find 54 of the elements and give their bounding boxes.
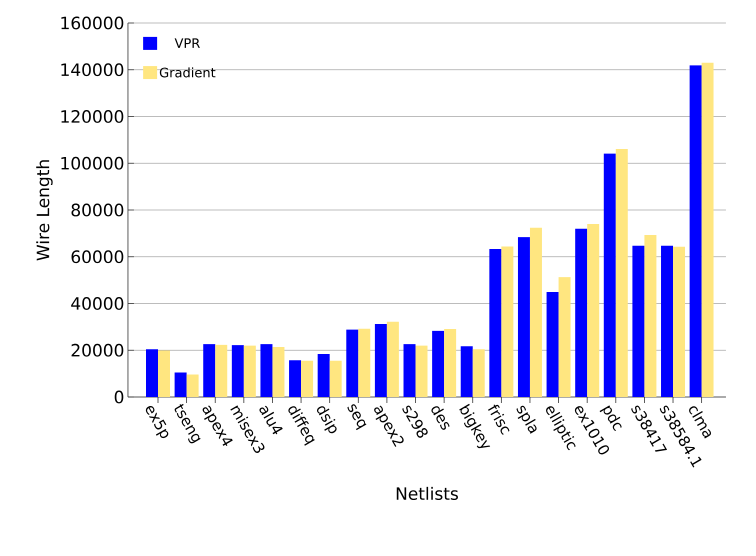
bar (346, 330, 358, 397)
bar (558, 277, 571, 397)
y-tick-label: 160000 (61, 16, 124, 30)
bar (301, 360, 314, 397)
bar (472, 349, 485, 397)
bar (186, 374, 199, 397)
y-tick-label: 60000 (72, 250, 124, 264)
bar (632, 246, 644, 397)
legend-label: Gradient (160, 67, 216, 78)
bar (244, 346, 256, 397)
bar (444, 328, 456, 397)
bar (374, 324, 387, 397)
y-tick-label: 40000 (71, 297, 124, 310)
x-tick-label: des (431, 406, 450, 430)
x-axis-title: Netlists (396, 486, 458, 500)
bar (416, 346, 428, 397)
bar (358, 328, 370, 397)
legend-label: VPR (174, 38, 200, 48)
bar (203, 344, 216, 397)
bar (432, 330, 444, 397)
bar (575, 228, 588, 397)
bar (174, 372, 187, 397)
bar (460, 346, 473, 397)
bar (644, 235, 656, 397)
bar (501, 246, 514, 397)
bar (146, 349, 158, 397)
bar (616, 148, 628, 397)
bar (272, 346, 284, 397)
bar (289, 360, 302, 397)
bar (215, 344, 228, 397)
bar (158, 350, 170, 397)
y-tick-label: 80000 (72, 204, 124, 216)
bar (530, 228, 542, 397)
y-tick-label: 100000 (61, 156, 124, 170)
y-tick-label: 140000 (61, 63, 124, 76)
y-tick-label: 0 (114, 390, 124, 404)
bar (604, 154, 616, 397)
bar (673, 246, 686, 397)
bar (661, 246, 674, 397)
bar (318, 354, 330, 397)
bar (232, 345, 244, 397)
y-axis-title: Wire Length (36, 160, 53, 261)
bar (546, 292, 559, 397)
y-tick-label: 20000 (72, 344, 124, 357)
bar (690, 65, 702, 397)
bar (404, 344, 416, 397)
bar (587, 224, 600, 397)
bar (702, 62, 714, 397)
bar (330, 360, 342, 397)
bar (518, 237, 530, 397)
bar (489, 249, 502, 397)
bar (386, 322, 399, 397)
y-tick-label: 120000 (61, 110, 124, 123)
bar (260, 344, 272, 397)
